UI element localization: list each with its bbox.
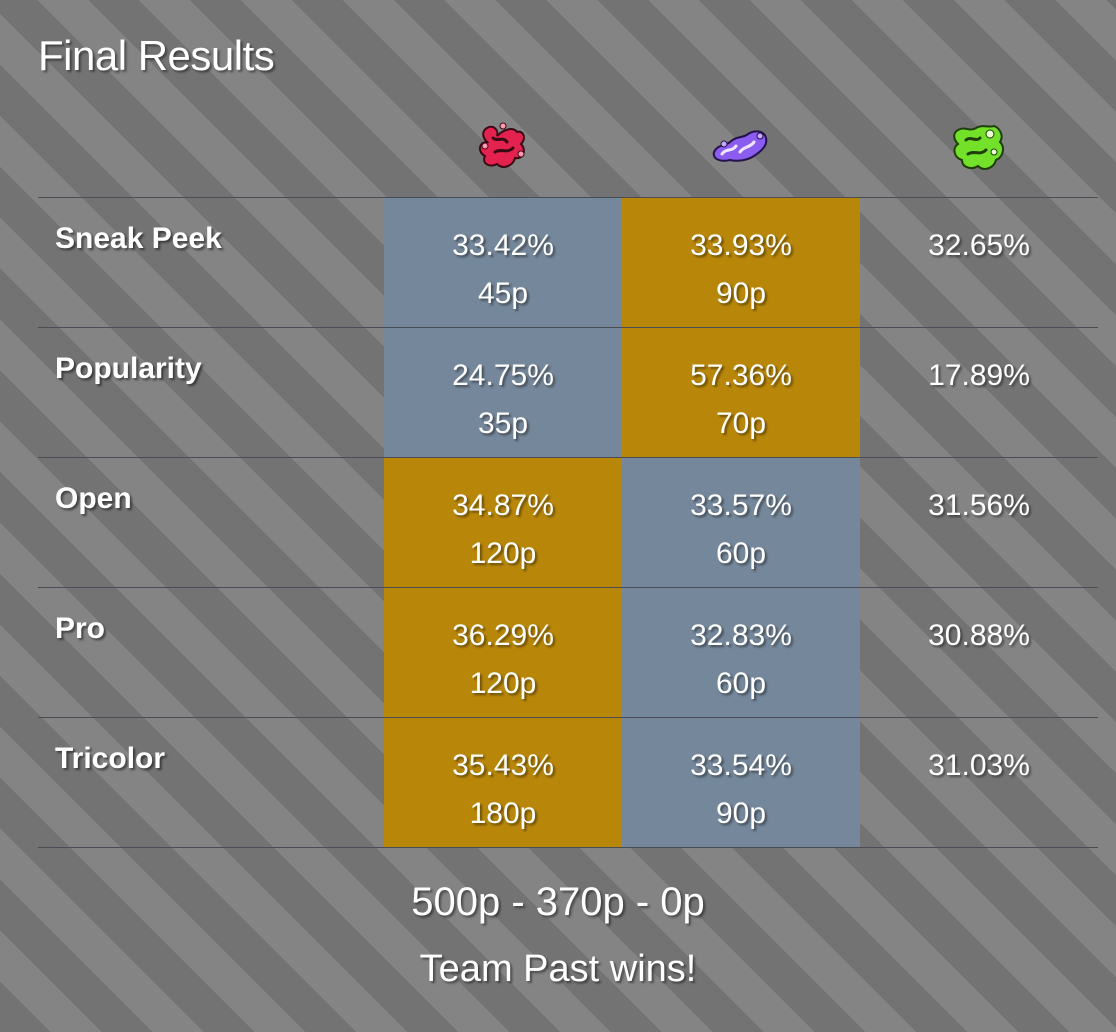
result-row: Popularity 24.75% 35p 57.36% 70p 17.89% xyxy=(38,327,1098,458)
team-icons-row xyxy=(0,118,1116,178)
points-awarded: 120p xyxy=(469,537,537,570)
vote-percentage: 32.65% xyxy=(928,229,1030,262)
points-awarded: 60p xyxy=(715,667,767,700)
result-cell-team-3: 31.56% xyxy=(860,458,1098,588)
result-row: Open 34.87% 120p 33.57% 60p 31.56% xyxy=(38,457,1098,588)
vote-percentage: 32.83% xyxy=(690,619,792,652)
result-cell-team-2: 32.83% 60p xyxy=(622,587,860,718)
vote-percentage: 57.36% xyxy=(690,359,792,392)
result-cell-team-2: 33.93% 90p xyxy=(622,197,860,328)
vote-percentage: 36.29% xyxy=(452,619,554,652)
result-cell-team-3: 17.89% xyxy=(860,328,1098,458)
winner-announcement: Team Past wins! xyxy=(419,948,697,990)
points-awarded: 180p xyxy=(469,797,537,830)
points-awarded: 60p xyxy=(715,537,767,570)
points-awarded: 45p xyxy=(477,277,529,310)
points-awarded: 90p xyxy=(715,277,767,310)
vote-percentage: 17.89% xyxy=(928,359,1030,392)
vote-percentage: 31.03% xyxy=(928,749,1030,782)
vote-percentage: 33.54% xyxy=(690,749,792,782)
category-label: Tricolor xyxy=(55,742,166,775)
category-label: Popularity xyxy=(55,352,202,385)
result-cell-team-2: 33.54% 90p xyxy=(622,717,860,848)
results-table: Sneak Peek 33.42% 45p 33.93% 90p 32.65% Popula… xyxy=(38,197,1098,848)
result-cell-team-1: 35.43% 180p xyxy=(384,717,622,848)
vote-percentage: 34.87% xyxy=(452,489,554,522)
points-awarded: 70p xyxy=(715,407,767,440)
result-row: Sneak Peek 33.42% 45p 33.93% 90p 32.65% xyxy=(38,197,1098,328)
category-label: Pro xyxy=(55,612,106,645)
result-row: Tricolor 35.43% 180p 33.54% 90p 31.03% xyxy=(38,717,1098,848)
red-team-splat-icon xyxy=(479,122,525,168)
vote-percentage: 33.42% xyxy=(452,229,554,262)
result-cell-team-1: 34.87% 120p xyxy=(384,457,622,588)
vote-percentage: 33.93% xyxy=(690,229,792,262)
result-row: Pro 36.29% 120p 32.83% 60p 30.88% xyxy=(38,587,1098,718)
total-score: 500p - 370p - 0p xyxy=(411,880,705,924)
result-cell-team-2: 57.36% 70p xyxy=(622,327,860,458)
category-label: Open xyxy=(55,482,132,515)
result-cell-team-1: 24.75% 35p xyxy=(384,327,622,458)
result-cell-team-3: 30.88% xyxy=(860,588,1098,718)
points-awarded: 90p xyxy=(715,797,767,830)
category-label: Sneak Peek xyxy=(55,222,222,255)
result-cell-team-2: 33.57% 60p xyxy=(622,457,860,588)
result-cell-team-3: 31.03% xyxy=(860,718,1098,848)
vote-percentage: 35.43% xyxy=(452,749,554,782)
purple-team-splat-icon xyxy=(712,130,768,162)
vote-percentage: 30.88% xyxy=(928,619,1030,652)
green-team-splat-icon xyxy=(953,124,1004,170)
vote-percentage: 24.75% xyxy=(452,359,554,392)
vote-percentage: 33.57% xyxy=(690,489,792,522)
result-cell-team-1: 33.42% 45p xyxy=(384,197,622,328)
vote-percentage: 31.56% xyxy=(928,489,1030,522)
page-title: Final Results xyxy=(38,32,275,79)
points-awarded: 35p xyxy=(477,407,529,440)
result-cell-team-3: 32.65% xyxy=(860,198,1098,328)
points-awarded: 120p xyxy=(469,667,537,700)
result-cell-team-1: 36.29% 120p xyxy=(384,587,622,718)
